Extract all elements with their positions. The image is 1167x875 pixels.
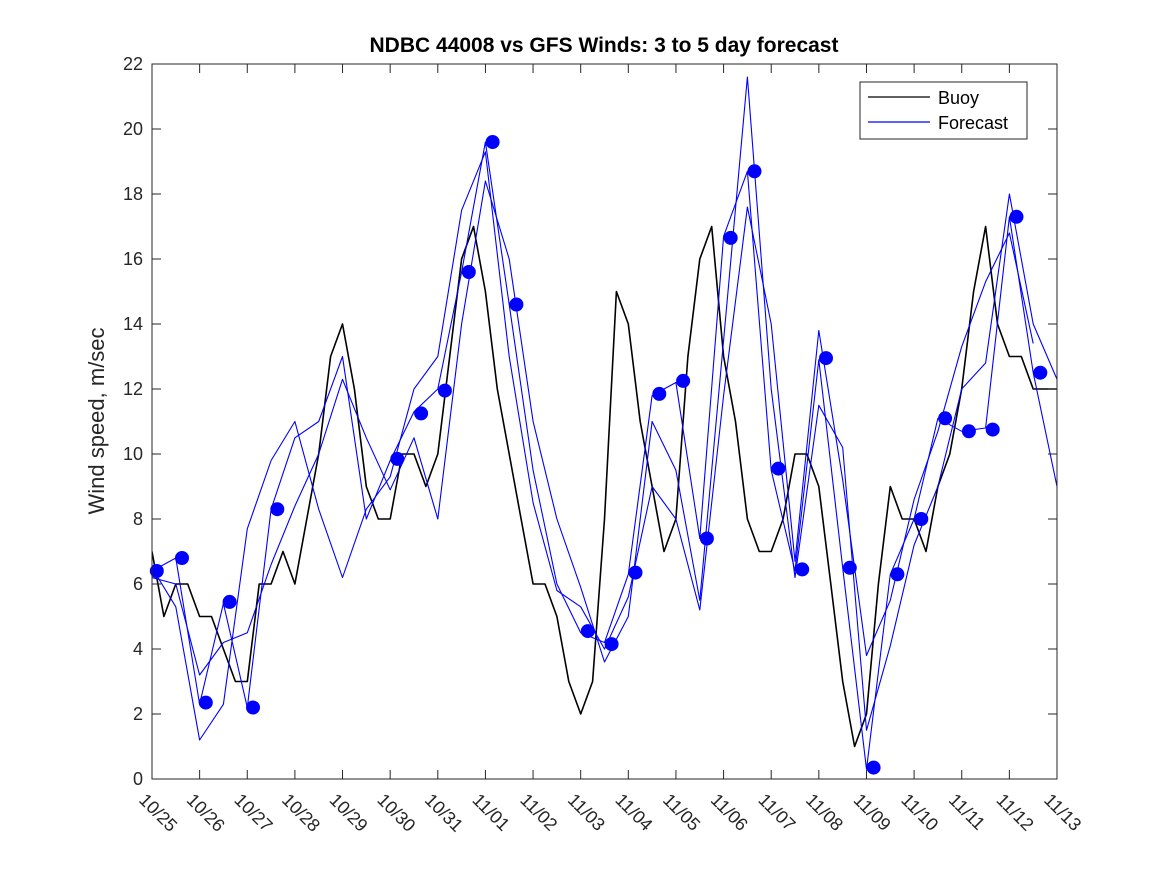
forecast-marker [628,565,643,580]
forecast-marker [437,383,452,398]
forecast-marker [509,297,524,312]
x-tick-label: 10/28 [278,790,324,836]
forecast-marker [580,624,595,639]
y-tick-label: 10 [123,444,143,464]
forecast-series-line-3 [152,151,1034,741]
x-tick-label: 10/27 [230,790,276,836]
x-tick-label: 11/01 [469,790,514,835]
marker-layer [149,135,1048,775]
y-tick-label: 8 [133,509,143,529]
x-tick-label: 11/12 [993,790,1038,835]
forecast-marker [390,451,405,466]
x-tick-label: 11/06 [707,790,752,835]
y-tick-label: 4 [133,639,143,659]
y-tick-label: 20 [123,119,143,139]
forecast-marker [604,637,619,652]
forecast-marker [1033,365,1048,380]
forecast-series-line-2 [152,76,1057,731]
x-tick-label: 11/10 [897,790,942,835]
x-tick-label: 10/29 [326,790,372,836]
legend: Buoy Forecast [859,81,1028,140]
y-tick-label: 22 [123,54,143,74]
x-tick-label: 10/25 [135,790,181,836]
legend-forecast-label: Forecast [938,113,1008,133]
chart-title: NDBC 44008 vs GFS Winds: 3 to 5 day fore… [370,34,839,57]
forecast-marker [149,564,164,578]
series-layer [152,76,1057,770]
plot-frame [151,63,1058,780]
forecast-marker [747,164,762,179]
forecast-marker [914,512,929,526]
x-tick-label: 11/04 [611,790,656,835]
forecast-marker [699,531,714,546]
forecast-marker [819,351,833,366]
forecast-marker [461,265,476,279]
x-tick-label: 11/05 [659,790,704,835]
buoy-series-line [152,225,1057,748]
x-tick-label: 10/26 [183,790,229,836]
forecast-marker [1009,209,1024,224]
forecast-marker [985,422,1000,437]
forecast-marker [938,411,953,426]
forecast-marker [198,695,213,710]
y-tick-label: 12 [123,379,143,399]
y-tick-label: 16 [123,249,143,269]
forecast-marker [676,373,691,388]
x-tick-label: 10/30 [373,790,419,836]
forecast-marker [652,386,667,401]
x-tick-label: 11/13 [1040,790,1085,835]
x-tick-label: 11/08 [802,790,847,835]
x-tick-label: 11/07 [754,790,799,835]
x-tick-label: 10/31 [421,790,467,836]
forecast-marker [175,551,189,565]
x-tick-label: 11/11 [945,790,989,834]
x-tick-label: 11/03 [564,790,609,835]
forecast-marker [414,406,429,421]
y-tick-label: 14 [123,314,143,334]
x-tick-label: 11/02 [516,790,561,835]
forecast-series-line-1 [152,141,1057,770]
legend-buoy-label: Buoy [938,88,979,108]
forecast-marker [246,700,260,715]
forecast-marker [866,760,881,775]
x-tick-label: 11/09 [850,790,895,835]
forecast-marker [842,560,857,575]
y-tick-label: 18 [123,184,143,204]
y-tick-label: 0 [133,769,143,789]
forecast-marker [890,567,905,582]
forecast-marker [723,230,738,245]
axes [151,63,1058,780]
forecast-marker [270,502,285,517]
y-tick-label: 2 [133,704,143,724]
forecast-marker [795,562,810,577]
y-axis-label: Wind speed, m/sec [84,327,109,514]
legend-box [859,81,1028,140]
forecast-marker [771,461,786,476]
y-tick-label: 6 [133,574,143,594]
forecast-marker [961,424,976,439]
forecast-marker [485,135,500,149]
forecast-marker [222,594,237,609]
